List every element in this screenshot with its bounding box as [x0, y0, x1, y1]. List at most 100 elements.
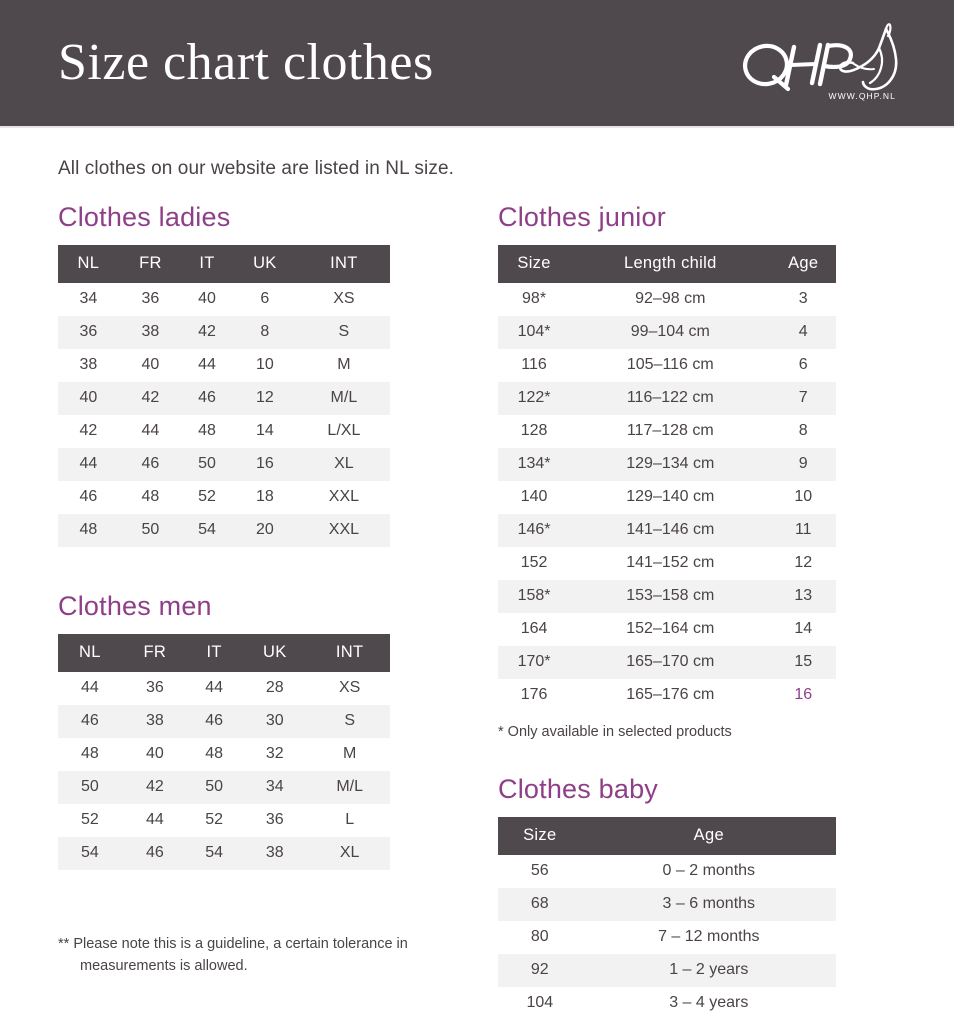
table-cell: 28 [240, 672, 310, 705]
table-row: 46 38 46 30 S [58, 705, 390, 738]
column-header: IT [188, 634, 241, 672]
table-cell: 99–104 cm [570, 316, 771, 349]
table-cell: 141–152 cm [570, 547, 771, 580]
table-cell: 32 [240, 738, 310, 771]
clothes-men-section: Clothes men NL FR IT UK INT 44 36 44 28 XS 46 38 46… [58, 591, 498, 870]
table-row: 128 117–128 cm 8 [498, 415, 836, 448]
table-cell: 8 [231, 316, 298, 349]
table-cell: 0 – 2 months [581, 855, 836, 888]
table-row: 104 3 – 4 years [498, 987, 836, 1020]
table-cell: 46 [182, 382, 232, 415]
table-row: 52 44 52 36 L [58, 804, 390, 837]
table-cell: 165–176 cm [570, 679, 771, 712]
table-cell: 92 [498, 954, 582, 987]
table-row: 164 152–164 cm 14 [498, 613, 836, 646]
page-header-banner: Size chart clothes WWW.QHP.NL [0, 0, 954, 126]
table-body: 44 36 44 28 XS 46 38 46 30 S 48 40 48 32 M 50 42 50 34 M/L 5… [58, 672, 390, 870]
column-header: Age [770, 245, 836, 283]
table-cell: 38 [121, 705, 189, 738]
table-cell: 140 [498, 481, 571, 514]
table-cell: 6 [231, 283, 298, 316]
table-cell: 170* [498, 646, 571, 679]
table-row: 48 50 54 20 XXL [58, 514, 390, 547]
table-cell: 13 [770, 580, 836, 613]
table-cell: M [309, 738, 390, 771]
table-row: 50 42 50 34 M/L [58, 771, 390, 804]
table-cell: 44 [188, 672, 241, 705]
table-cell: 50 [182, 448, 232, 481]
table-row: 44 36 44 28 XS [58, 672, 390, 705]
table-cell: 11 [770, 514, 836, 547]
left-column: Clothes ladies NL FR IT UK INT 34 36 40 6 XS 36 38… [58, 202, 498, 1020]
table-cell: 3 [770, 283, 836, 316]
qhp-logo: WWW.QHP.NL [736, 21, 904, 101]
table-cell: XS [309, 672, 390, 705]
table-row: 116 105–116 cm 6 [498, 349, 836, 382]
intro-text: All clothes on our website are listed in… [58, 158, 454, 179]
clothes-baby-table: Size Age 56 0 – 2 months 68 3 – 6 months 80 7 … [498, 817, 836, 1020]
table-row: 98* 92–98 cm 3 [498, 283, 836, 316]
table-cell: 134* [498, 448, 571, 481]
table-cell: 141–146 cm [570, 514, 771, 547]
table-cell: 16 [231, 448, 298, 481]
table-header-row: NL FR IT UK INT [58, 634, 390, 672]
table-body: 34 36 40 6 XS 36 38 42 8 S 38 40 44 10 M 40 42 46 12 M/L 42 4… [58, 283, 390, 547]
clothes-baby-section: Clothes baby Size Age 56 0 – 2 months 68 3 –… [498, 774, 904, 1020]
table-cell: M/L [297, 382, 390, 415]
table-cell: 68 [498, 888, 582, 921]
table-row: 46 48 52 18 XXL [58, 481, 390, 514]
table-row: 44 46 50 16 XL [58, 448, 390, 481]
table-row: 36 38 42 8 S [58, 316, 390, 349]
table-row: 170* 165–170 cm 15 [498, 646, 836, 679]
column-header: Size [498, 817, 582, 855]
column-header: Size [498, 245, 571, 283]
table-cell: S [309, 705, 390, 738]
table-cell: 129–140 cm [570, 481, 771, 514]
column-header: FR [121, 634, 189, 672]
table-cell: 116–122 cm [570, 382, 771, 415]
table-cell: 42 [118, 382, 183, 415]
header-divider [0, 126, 954, 128]
table-cell: 44 [58, 672, 122, 705]
table-cell: 122* [498, 382, 571, 415]
table-cell: 52 [188, 804, 241, 837]
table-body: 98* 92–98 cm 3 104* 99–104 cm 4 116 105–116 cm 6… [498, 283, 836, 712]
table-header: NL FR IT UK INT [58, 245, 390, 283]
table-cell: 40 [121, 738, 189, 771]
table-cell: XS [297, 283, 390, 316]
table-cell: 46 [58, 705, 122, 738]
table-cell: M [297, 349, 390, 382]
clothes-ladies-table: NL FR IT UK INT 34 36 40 6 XS 36 38 42 8 S 38 40 44 10 M 40… [58, 245, 390, 547]
table-cell: 104* [498, 316, 571, 349]
clothes-ladies-title: Clothes ladies [58, 202, 231, 232]
table-cell: 92–98 cm [570, 283, 771, 316]
table-row: 134* 129–134 cm 9 [498, 448, 836, 481]
table-cell: 50 [118, 514, 183, 547]
table-cell: 42 [58, 415, 119, 448]
table-row: 152 141–152 cm 12 [498, 547, 836, 580]
junior-availability-note: * Only available in selected products [498, 724, 732, 740]
table-cell: 7 – 12 months [581, 921, 836, 954]
table-cell: 30 [240, 705, 310, 738]
table-cell: 38 [58, 349, 119, 382]
table-cell: M/L [309, 771, 390, 804]
table-cell: 48 [118, 481, 183, 514]
table-cell: 48 [182, 415, 232, 448]
table-cell: 7 [770, 382, 836, 415]
table-cell: XL [297, 448, 390, 481]
table-cell: 165–170 cm [570, 646, 771, 679]
column-header: Length child [570, 245, 771, 283]
table-cell: 42 [121, 771, 189, 804]
table-cell: 40 [58, 382, 119, 415]
table-cell: 44 [58, 448, 119, 481]
table-cell: 9 [770, 448, 836, 481]
content-columns: Clothes ladies NL FR IT UK INT 34 36 40 6 XS 36 38… [58, 202, 904, 1020]
table-cell: 10 [231, 349, 298, 382]
clothes-junior-section: Clothes junior Size Length child Age 98* 92… [498, 202, 904, 740]
table-cell: 105–116 cm [570, 349, 771, 382]
table-cell: 20 [231, 514, 298, 547]
clothes-men-table: NL FR IT UK INT 44 36 44 28 XS 46 38 46 30 S 48 40 48 32 M… [58, 634, 390, 870]
table-cell: XXL [297, 481, 390, 514]
table-row: 158* 153–158 cm 13 [498, 580, 836, 613]
table-cell: 152 [498, 547, 571, 580]
